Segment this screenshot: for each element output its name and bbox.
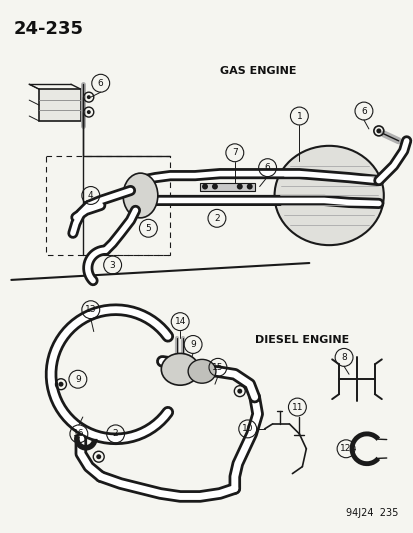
Circle shape [87, 95, 90, 99]
Text: 16: 16 [73, 430, 84, 438]
Text: 12: 12 [339, 445, 351, 453]
Ellipse shape [188, 359, 216, 383]
Circle shape [211, 183, 217, 190]
Text: 13: 13 [85, 305, 96, 314]
Text: 94J24  235: 94J24 235 [346, 508, 398, 518]
Text: GAS ENGINE: GAS ENGINE [219, 66, 296, 76]
Text: 14: 14 [174, 317, 185, 326]
Circle shape [375, 128, 380, 133]
Text: 6: 6 [360, 107, 366, 116]
Text: 6: 6 [97, 79, 103, 88]
Text: 8: 8 [340, 353, 346, 362]
Text: 2: 2 [112, 430, 118, 438]
Bar [46, 156, 170, 255]
Text: 15: 15 [212, 363, 223, 372]
Circle shape [58, 382, 63, 386]
Text: 10: 10 [241, 424, 253, 433]
Text: 7: 7 [231, 148, 237, 157]
Text: 4: 4 [88, 191, 93, 200]
Bar [39, 89, 81, 121]
Text: 24-235: 24-235 [13, 20, 83, 38]
Circle shape [202, 183, 207, 190]
Ellipse shape [274, 146, 383, 245]
Text: 9: 9 [190, 340, 195, 349]
Circle shape [87, 110, 90, 114]
Text: DIESEL ENGINE: DIESEL ENGINE [254, 335, 348, 344]
Text: 9: 9 [75, 375, 81, 384]
Text: 11: 11 [291, 402, 302, 411]
Ellipse shape [123, 173, 157, 218]
Text: 6: 6 [264, 163, 270, 172]
Text: 1: 1 [296, 111, 301, 120]
Circle shape [96, 454, 101, 459]
Circle shape [246, 183, 252, 190]
Bar [199, 183, 254, 190]
Text: 2: 2 [214, 214, 219, 223]
Text: 3: 3 [109, 261, 115, 270]
Circle shape [236, 183, 242, 190]
Text: 5: 5 [145, 224, 151, 233]
Circle shape [237, 389, 242, 394]
Ellipse shape [161, 353, 199, 385]
